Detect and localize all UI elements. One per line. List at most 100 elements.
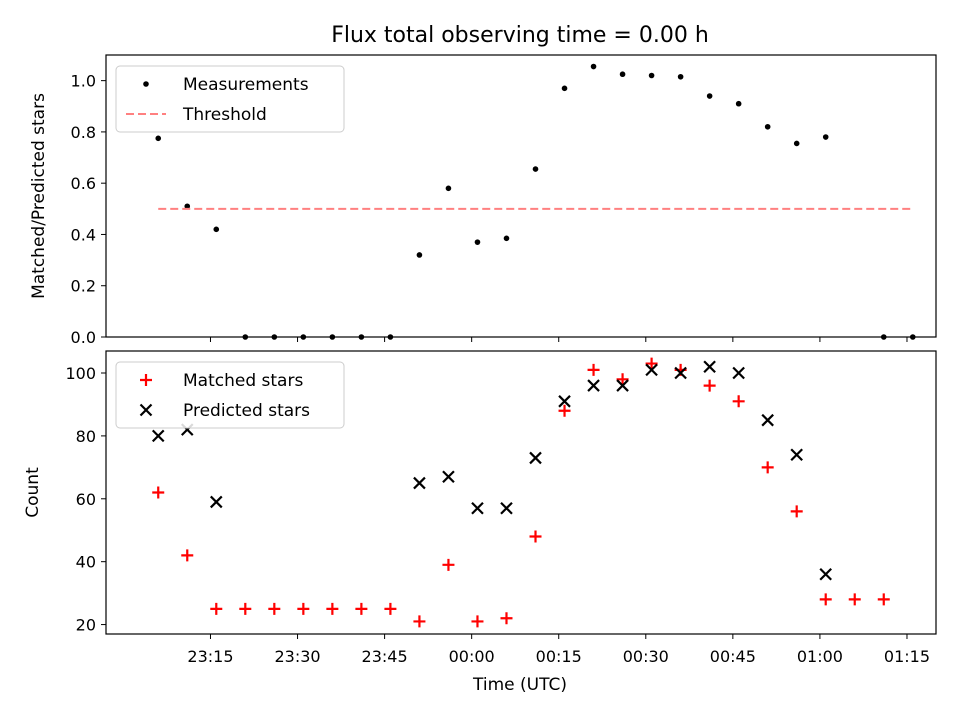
legend-label: Matched stars: [183, 371, 303, 391]
data-point: [151, 429, 165, 443]
series-0: [152, 357, 890, 628]
data-point: [703, 360, 716, 373]
data-point: [590, 63, 597, 70]
data-point: [561, 85, 568, 92]
data-point: [384, 602, 397, 615]
data-point: [732, 366, 745, 380]
legend: Measurements Threshold: [115, 65, 345, 133]
x-tick-label: 01:00: [797, 647, 843, 666]
y-tick-label: 100: [65, 364, 96, 383]
x-axis-ticks: 23:15 23:30 23:45 00:00 00:15 00:30 00:45 01:00…: [187, 647, 930, 666]
y-axis-label: Matched/Predicted stars: [29, 93, 49, 299]
data-point: [474, 239, 481, 245]
data-point: [761, 461, 774, 474]
plot-frame: [105, 350, 937, 635]
data-point: [155, 135, 162, 142]
data-point: [503, 235, 510, 242]
x-tick-label: 00:45: [710, 647, 756, 666]
data-point: [152, 486, 165, 499]
data-point: [848, 593, 861, 606]
data-point: [793, 140, 800, 147]
data-point: [471, 615, 484, 628]
data-point: [268, 602, 281, 615]
data-point: [616, 373, 629, 386]
data-point: [529, 451, 542, 465]
data-point: [587, 363, 600, 376]
data-point: [761, 413, 774, 427]
data-point: [819, 567, 832, 581]
data-point: [735, 100, 742, 107]
data-point: [413, 615, 426, 628]
data-point: [732, 395, 745, 408]
data-point: [500, 501, 513, 515]
x-tick-label: 00:15: [536, 647, 582, 666]
data-point: [239, 602, 252, 615]
data-point: [764, 123, 771, 130]
data-point: [442, 470, 455, 484]
data-point: [181, 549, 194, 562]
data-point: [184, 203, 191, 210]
y-tick-label: 1.0: [71, 72, 96, 91]
y-tick-label: 0.6: [71, 174, 96, 193]
legend-label: Measurements: [183, 75, 309, 95]
y-tick-label: 80: [76, 427, 96, 446]
x-tick-label: 00:30: [623, 647, 669, 666]
data-point: [677, 73, 684, 80]
data-point: [416, 252, 423, 258]
x-tick-label: 23:15: [187, 647, 233, 666]
y-tick-label: 60: [76, 490, 96, 509]
y-axis-label: Count: [23, 467, 43, 518]
y-tick-label: 20: [76, 616, 96, 635]
legend-swatch: [140, 374, 152, 386]
count-panel: 20 40 60 80 100 Count Matched stars Predicted s…: [23, 350, 937, 639]
data-point: [790, 448, 803, 462]
data-point: [213, 226, 220, 233]
plot-frame: [105, 54, 937, 338]
data-point: [616, 379, 629, 392]
y-tick-label: 0.8: [71, 123, 96, 142]
y-tick-label: 40: [76, 553, 96, 572]
legend-label: Predicted stars: [183, 401, 310, 421]
data-point: [445, 185, 452, 192]
data-point: [822, 134, 829, 140]
data-point: [532, 166, 539, 172]
legend: Matched stars Predicted stars: [115, 361, 345, 429]
data-point: [471, 501, 484, 515]
data-point: [500, 612, 513, 625]
chart-title: Flux total observing time = 0.00 h: [331, 23, 709, 48]
data-point: [210, 495, 223, 509]
data-point: [558, 404, 571, 417]
data-point: [442, 558, 455, 571]
x-tick-label: 23:30: [274, 647, 320, 666]
data-point: [706, 93, 713, 99]
data-point: [297, 602, 310, 615]
data-point: [326, 602, 339, 615]
data-point: [703, 379, 716, 392]
data-point: [877, 593, 890, 606]
legend-label: Threshold: [182, 105, 267, 125]
y-tick-label: 0.0: [71, 328, 96, 347]
y-tick-label: 0.4: [71, 225, 96, 244]
data-point: [529, 530, 542, 543]
x-axis-label: Time (UTC): [472, 675, 567, 695]
y-tick-label: 0.2: [71, 277, 96, 296]
data-point: [648, 72, 655, 79]
legend-swatch: [139, 403, 153, 417]
legend-box: [115, 361, 345, 429]
ratio-panel: 0.0 0.2 0.4 0.6 0.8 1.0 Matched/Predicted star…: [29, 54, 937, 347]
x-tick-label: 01:15: [884, 647, 930, 666]
data-point: [674, 366, 687, 380]
data-point: [819, 593, 832, 606]
data-point: [355, 602, 368, 615]
data-point: [413, 476, 426, 490]
data-point: [645, 357, 658, 370]
legend-swatch: [143, 81, 149, 87]
data-point: [790, 505, 803, 518]
legend-box: [115, 65, 345, 133]
x-tick-label: 00:00: [449, 647, 495, 666]
data-point: [210, 602, 223, 615]
x-tick-label: 23:45: [362, 647, 408, 666]
data-point: [619, 71, 626, 78]
data-point: [587, 379, 600, 392]
